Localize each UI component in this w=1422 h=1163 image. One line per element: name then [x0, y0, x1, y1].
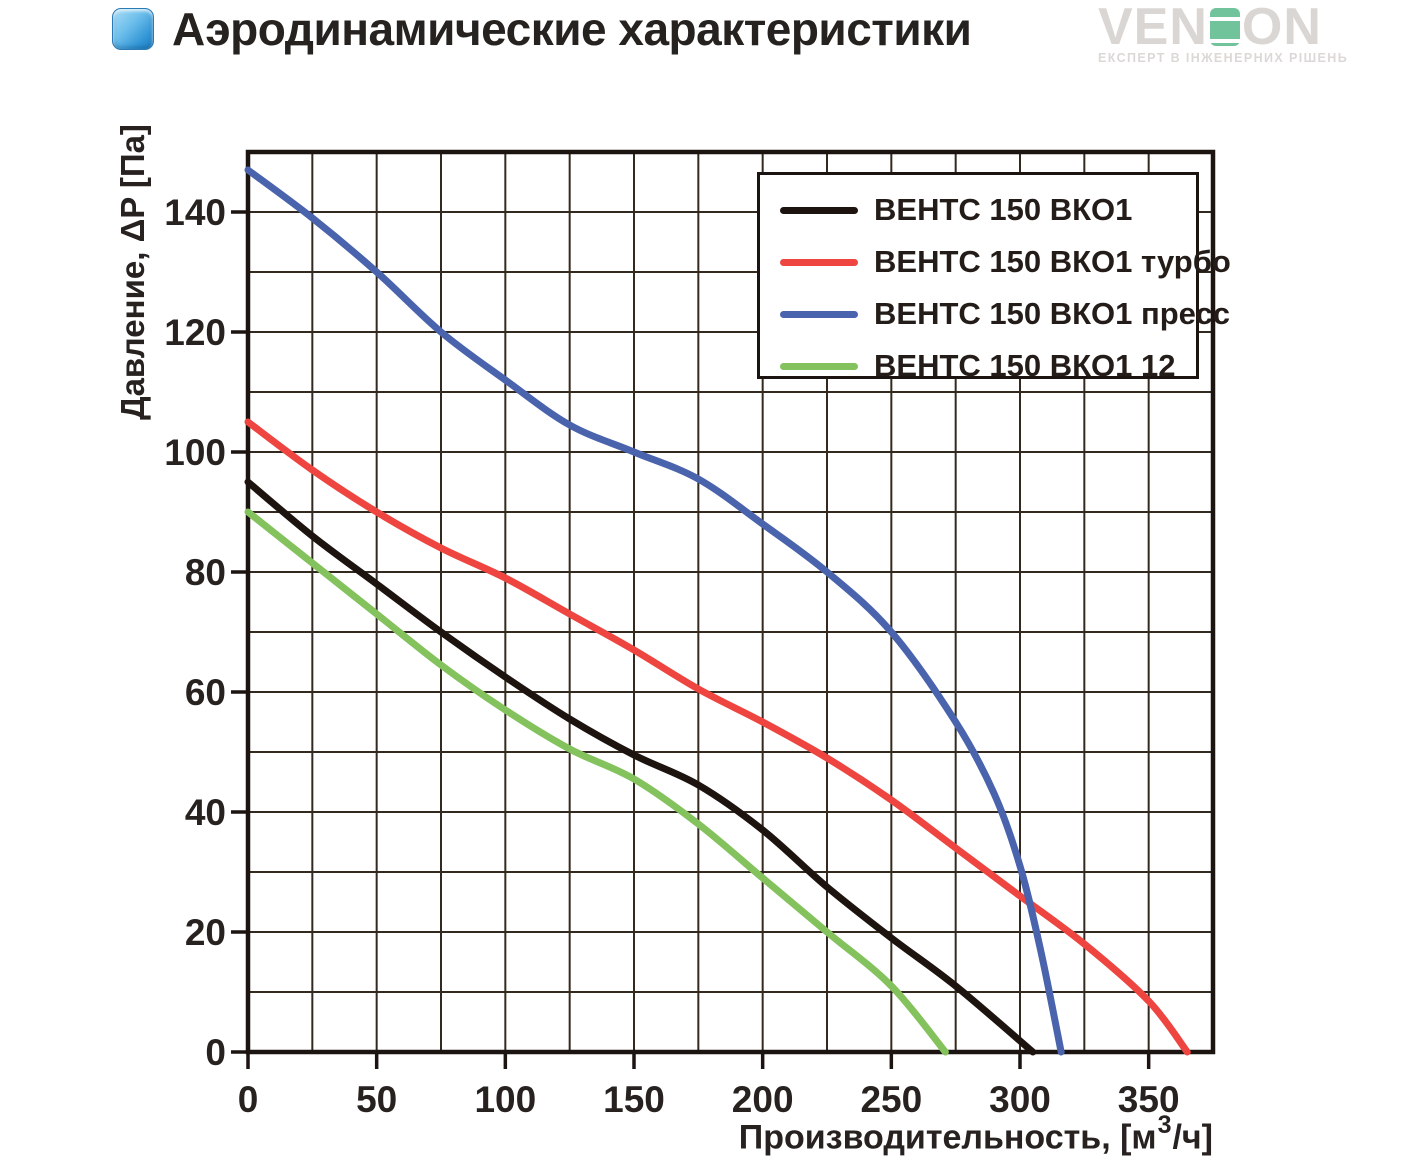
x-tick-label: 350 [1118, 1079, 1180, 1120]
x-axis-title-suffix: /ч] [1172, 1118, 1213, 1157]
y-tick-label: 40 [185, 792, 226, 833]
curve-вентс-150-вко1-турбо [244, 418, 1191, 1056]
y-tick-label: 20 [185, 912, 226, 953]
x-tick-label: 200 [732, 1079, 794, 1120]
legend-label: ВЕНТС 150 ВКО1 [874, 192, 1133, 227]
y-tick-label: 120 [164, 312, 226, 353]
curve-вентс-150-вко1 [244, 478, 1037, 1056]
legend-label: ВЕНТС 150 ВКО1 турбо [874, 244, 1231, 279]
legend-item: ВЕНТС 150 ВКО1 пресс [780, 288, 1230, 340]
watermark-logo-icon [1209, 8, 1240, 46]
legend-item: ВЕНТС 150 ВКО1 [780, 184, 1196, 236]
legend-item: ВЕНТС 150 ВКО1 турбо [780, 236, 1231, 288]
y-axis-title: Давление, ΔP [Па] [114, 124, 151, 420]
legend-line-swatch [780, 258, 858, 266]
legend-line-swatch [780, 310, 858, 318]
bullet-square-icon [112, 8, 154, 50]
y-tick-label: 60 [185, 672, 226, 713]
curve-вентс-150-вко1-пресс [244, 166, 1065, 1056]
x-axis-title-sup: 3 [1157, 1111, 1172, 1139]
watermark-brand-suffix: ON [1241, 0, 1322, 56]
plot-frame [245, 149, 1216, 1055]
y-tick-label: 140 [164, 192, 226, 233]
watermark-brand: VEN ON [1098, 0, 1348, 56]
legend-line-swatch [780, 206, 858, 214]
y-tick-label: 80 [185, 552, 226, 593]
x-tick-label: 250 [860, 1079, 922, 1120]
y-tick-label: 0 [205, 1032, 226, 1073]
x-axis-title: Производительность, [м3/ч] [738, 1111, 1213, 1157]
legend-item: ВЕНТС 150 ВКО1 12 [780, 340, 1196, 392]
chart-legend: ВЕНТС 150 ВКО1 ВЕНТС 150 ВКО1 турбо ВЕНТ… [757, 172, 1231, 383]
x-tick-label: 300 [989, 1079, 1051, 1120]
x-axis-title-prefix: Производительность, [м [738, 1118, 1157, 1157]
x-tick-label: 50 [356, 1079, 397, 1120]
y-tick-label: 100 [164, 432, 226, 473]
legend-label: ВЕНТС 150 ВКО1 12 [874, 348, 1176, 383]
x-tick-label: 150 [603, 1079, 665, 1120]
curve-вентс-150-вко1-12 [244, 508, 949, 1056]
x-tick-label: 0 [238, 1079, 259, 1120]
watermark-tagline: ЕКСПЕРТ В ІНЖЕНЕРНИХ РІШЕНЬ [1098, 51, 1349, 65]
vendor-watermark: VEN ON ЕКСПЕРТ В ІНЖЕНЕРНИХ РІШЕНЬ [1098, 0, 1349, 65]
watermark-brand-prefix: VEN [1098, 0, 1208, 56]
legend-line-swatch [780, 362, 858, 370]
page-title: Аэродинамические характеристики [172, 3, 972, 55]
legend-label: ВЕНТС 150 ВКО1 пресс [874, 296, 1230, 331]
x-tick-label: 100 [474, 1079, 536, 1120]
